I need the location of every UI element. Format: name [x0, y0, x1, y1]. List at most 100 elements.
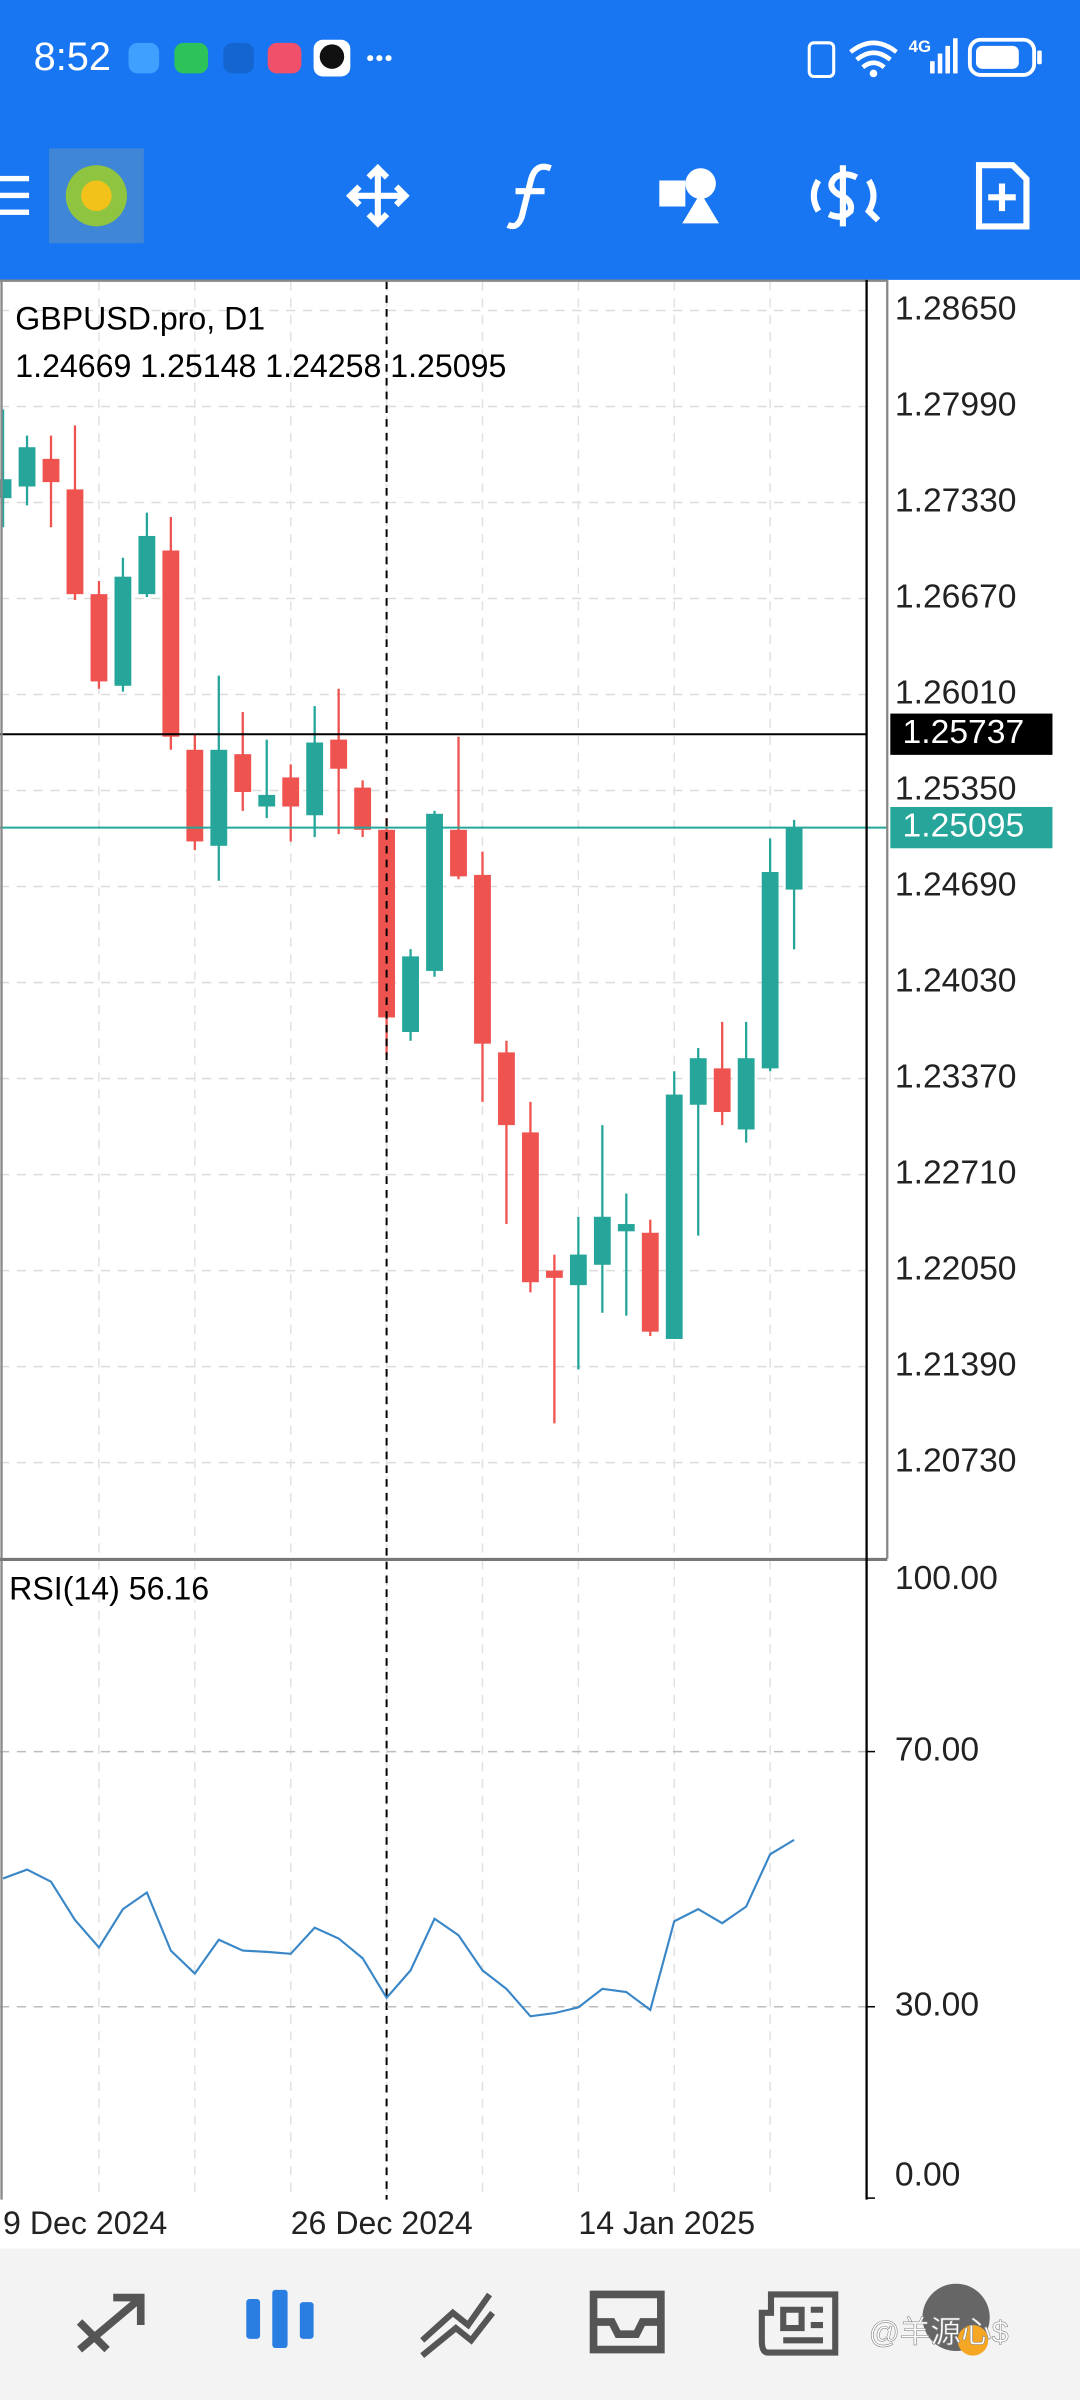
candle-body	[450, 829, 467, 877]
x-tick-label: 9 Dec 2024	[3, 2205, 167, 2241]
y-tick-label: 100.00	[895, 1560, 998, 1597]
indicator-title: RSI(14) 56.16	[9, 1570, 209, 1606]
more-dot	[376, 55, 383, 62]
logo-shape	[81, 180, 112, 212]
icon	[975, 162, 1030, 230]
icon	[659, 180, 686, 207]
nfc-icon	[807, 41, 836, 79]
menu-button[interactable]	[0, 175, 30, 215]
candle-body	[426, 813, 443, 971]
candle-body	[162, 550, 180, 737]
indicators-tool[interactable]	[506, 163, 552, 230]
watermark: @羊源心$	[869, 2315, 1009, 2349]
candle-body	[330, 739, 348, 769]
candle-body	[138, 535, 156, 595]
candle-body	[498, 1052, 515, 1126]
notification-icon	[174, 42, 209, 74]
menu-bar	[0, 192, 30, 199]
candle-body	[18, 447, 36, 487]
candle-body	[665, 1094, 683, 1339]
new-order-tool[interactable]	[975, 162, 1030, 230]
battery	[967, 37, 1037, 77]
rsi-line	[2, 1838, 795, 2018]
wifi-icon	[869, 69, 878, 78]
bottom-nav	[0, 2248, 1080, 2400]
y-tick-label: 1.25350	[895, 770, 1017, 807]
watermark-badge	[957, 2325, 989, 2356]
candle-body	[114, 576, 132, 686]
price-label: 1.25737	[903, 714, 1025, 751]
candle-body	[42, 458, 60, 483]
candle-body	[593, 1216, 611, 1265]
news-tab[interactable]	[758, 2291, 839, 2356]
y-tick-label: 1.22710	[895, 1154, 1017, 1191]
menu-bar	[0, 175, 30, 182]
icon	[246, 2299, 261, 2339]
candle-body	[569, 1254, 587, 1286]
battery-tip	[1037, 50, 1042, 65]
candle-body	[354, 787, 372, 830]
trade-tool[interactable]	[810, 165, 881, 227]
menu-bar	[0, 209, 30, 215]
candle-body	[761, 871, 779, 1069]
signal-bar	[945, 45, 950, 74]
candle-body	[545, 1270, 563, 1278]
icon	[76, 2293, 145, 2353]
candle-body	[186, 749, 204, 842]
price-label-box	[890, 713, 1053, 755]
wifi-icon	[849, 40, 898, 70]
price-label: 1.25095	[903, 808, 1025, 845]
signal-bar	[953, 38, 958, 74]
crosshair-tool[interactable]	[345, 163, 410, 228]
y-tick-label: 1.27330	[895, 482, 1017, 519]
app-logo[interactable]	[48, 148, 144, 244]
notification-icon	[267, 42, 302, 74]
y-tick-label: 1.26670	[895, 578, 1017, 615]
candle-body	[0, 479, 12, 499]
plot: 1.28650 1.27990 1.27330 1.26670 1.26010 1.253…	[0, 281, 1053, 2241]
y-tick-label: 1.22050	[895, 1250, 1017, 1287]
quotes-tab[interactable]	[76, 2293, 145, 2353]
x-tick-label: 26 Dec 2024	[291, 2205, 473, 2241]
candle-body	[785, 827, 803, 890]
chart-tab[interactable]	[246, 2289, 314, 2348]
y-tick-label: 70.00	[895, 1731, 979, 1768]
more-dot	[385, 55, 392, 62]
network-type: 4G	[909, 37, 931, 56]
y-tick-label: 1.28650	[895, 290, 1017, 327]
candle-body	[713, 1068, 731, 1113]
candle-body	[234, 754, 252, 792]
ohlc-values: 1.24669 1.25148 1.24258 1.25095	[15, 348, 506, 384]
history-tab[interactable]	[589, 2290, 665, 2354]
trade-tab[interactable]	[420, 2292, 495, 2359]
icon	[299, 2302, 314, 2339]
candle-body	[737, 1058, 755, 1130]
y-tick-label: 1.26010	[895, 674, 1017, 711]
objects-tool[interactable]	[659, 168, 719, 224]
y-tick-label: 1.27990	[895, 386, 1017, 423]
y-tick-label: 30.00	[895, 1987, 979, 2024]
candle-body	[617, 1224, 635, 1232]
candle-body	[90, 594, 108, 682]
icon	[345, 163, 410, 228]
candle-body	[210, 749, 228, 846]
candle-body	[66, 489, 84, 595]
notification-icon	[223, 42, 254, 74]
battery-level	[975, 45, 1019, 69]
candle-body	[522, 1132, 539, 1283]
chart-area	[0, 279, 1080, 2249]
icon	[682, 192, 719, 224]
more-dot	[367, 55, 374, 62]
signal-bar	[930, 61, 935, 74]
x-tick-label: 14 Jan 2025	[578, 2205, 755, 2241]
icon	[685, 168, 716, 199]
candle-body	[258, 794, 276, 807]
candle-body	[402, 956, 419, 1033]
y-tick-label: 1.21390	[895, 1346, 1017, 1383]
candle-body	[378, 829, 396, 1018]
icon	[810, 165, 881, 227]
y-tick-label: 1.24690	[895, 866, 1017, 903]
candle-body	[282, 777, 300, 807]
candle-body	[306, 742, 324, 816]
